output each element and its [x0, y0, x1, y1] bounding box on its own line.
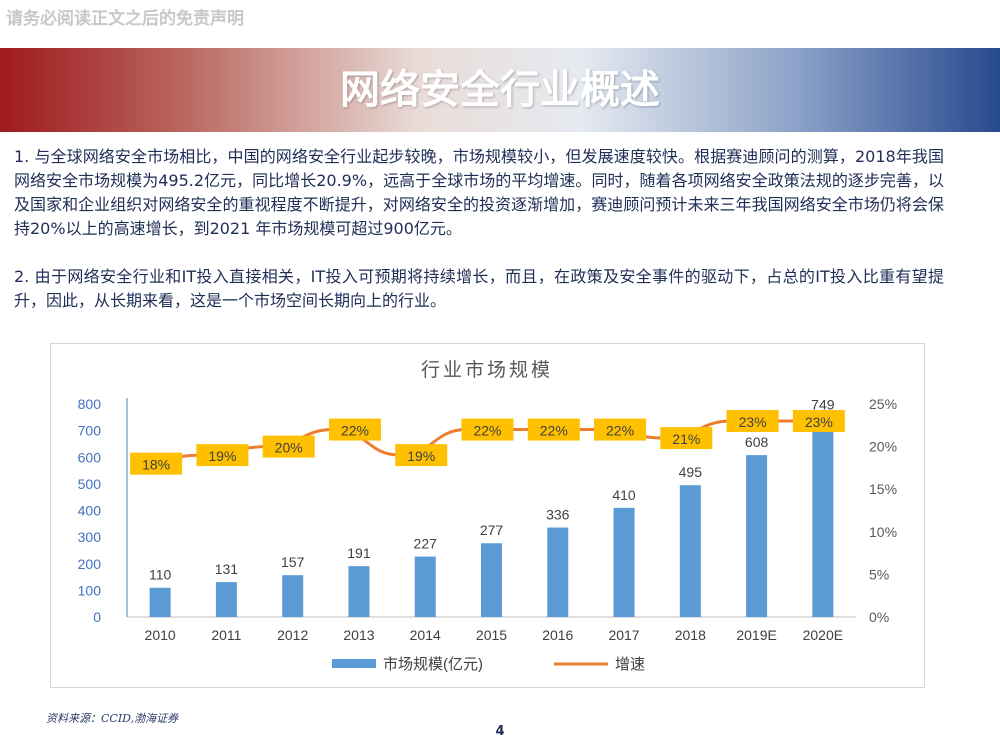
bar — [812, 417, 834, 617]
y-left-tick-label: 700 — [78, 423, 102, 439]
growth-value-label: 18% — [142, 457, 170, 473]
x-tick-label: 2015 — [476, 627, 507, 643]
growth-value-label: 23% — [805, 414, 833, 430]
y-left-tick-label: 200 — [78, 556, 102, 572]
paragraph-1: 1. 与全球网络安全市场相比，中国的网络安全行业起步较晚，市场规模较小，但发展速… — [14, 147, 944, 238]
growth-label-badge — [130, 452, 183, 475]
market-size-chart: 行业市场规模 0 100 200 300 400 500 600 700 800 0% 5% 10% 15… — [78, 359, 897, 673]
page-number: 4 — [495, 724, 505, 739]
y-left-tick-label: 100 — [78, 582, 102, 598]
x-tick-label: 2011 — [211, 627, 241, 643]
bar — [746, 455, 768, 617]
bar-value-label: 110 — [149, 567, 172, 583]
y-left-tick-label: 800 — [78, 396, 102, 412]
y-right-tick-label: 5% — [869, 566, 889, 582]
y-left-tick-label: 500 — [78, 476, 102, 492]
x-tick-label: 2016 — [542, 627, 573, 643]
y-right-tick-label: 10% — [869, 524, 897, 540]
x-tick-label: 2012 — [277, 627, 308, 643]
bar — [547, 527, 569, 617]
bar-value-label: 277 — [480, 522, 504, 538]
chart-container: 行业市场规模 0 100 200 300 400 500 600 700 800 0% 5% 10% 15… — [50, 343, 925, 688]
growth-value-label: 20% — [275, 440, 303, 456]
legend-bar-label: 市场规模(亿元) — [383, 656, 483, 673]
y-left-tick-label: 0 — [93, 609, 101, 625]
bar-value-label: 157 — [281, 554, 305, 570]
y-left-tick-label: 400 — [78, 503, 102, 519]
x-tick-label: 2010 — [145, 627, 176, 643]
bar — [149, 587, 171, 617]
bar — [481, 543, 502, 617]
page-title: 网络安全行业概述 — [340, 67, 660, 113]
title-banner: 网络安全行业概述 — [0, 48, 1000, 132]
growth-label-badge — [395, 444, 448, 467]
y-right-tick-label: 0% — [869, 609, 889, 625]
bar-value-label: 336 — [546, 507, 570, 523]
growth-value-label: 22% — [606, 423, 634, 439]
x-tick-label: 2017 — [608, 627, 639, 643]
bar — [282, 575, 304, 617]
y-right-tick-label: 20% — [869, 439, 897, 455]
bar-value-label: 227 — [414, 536, 438, 552]
growth-value-label: 21% — [672, 431, 700, 447]
x-tick-label: 2019E — [736, 627, 776, 643]
bar — [215, 582, 237, 617]
bar-value-label: 495 — [679, 464, 703, 480]
growth-label-badge — [660, 427, 713, 450]
bar-value-label: 749 — [811, 397, 835, 413]
growth-value-label: 19% — [208, 448, 236, 464]
bar-value-label: 410 — [612, 487, 636, 503]
x-tick-label: 2014 — [410, 627, 441, 643]
y-left-tick-label: 300 — [78, 529, 102, 545]
growth-value-label: 19% — [407, 448, 435, 464]
bar-value-label: 608 — [745, 434, 769, 450]
legend-bar-swatch — [332, 659, 376, 668]
source-note: 资料来源：CCID,渤海证券 — [46, 712, 179, 725]
x-tick-label: 2020E — [803, 627, 843, 643]
growth-value-label: 22% — [341, 423, 369, 439]
bar — [348, 566, 370, 617]
y-right-tick-label: 25% — [869, 396, 897, 412]
growth-value-label: 22% — [540, 423, 568, 439]
bar — [679, 485, 701, 617]
growth-label-badge — [328, 418, 381, 441]
y-right-tick-label: 15% — [869, 481, 897, 497]
growth-label-badge — [196, 444, 249, 467]
bar-value-label: 191 — [347, 545, 371, 561]
growth-value-label: 23% — [739, 414, 767, 430]
legend-line-label: 增速 — [615, 656, 645, 673]
x-tick-label: 2013 — [343, 627, 374, 643]
growth-label-badge — [527, 418, 580, 441]
chart-title: 行业市场规模 — [421, 359, 553, 381]
bar — [613, 507, 635, 617]
growth-value-label: 22% — [473, 423, 501, 439]
growth-label-badge — [594, 418, 647, 441]
x-tick-label: 2018 — [675, 627, 706, 643]
disclaimer-text: 请务必阅读正文之后的免责声明 — [6, 9, 244, 29]
growth-label-badge — [262, 435, 315, 458]
bar — [414, 556, 436, 617]
bar-value-label: 131 — [215, 561, 239, 577]
paragraph-2: 2. 由于网络安全行业和IT投入直接相关，IT投入可预期将持续增长，而且，在政策… — [14, 267, 944, 310]
growth-label-badge — [792, 410, 845, 433]
y-left-tick-label: 600 — [78, 449, 102, 465]
growth-label-badge — [461, 418, 514, 441]
growth-label-badge — [726, 410, 779, 433]
